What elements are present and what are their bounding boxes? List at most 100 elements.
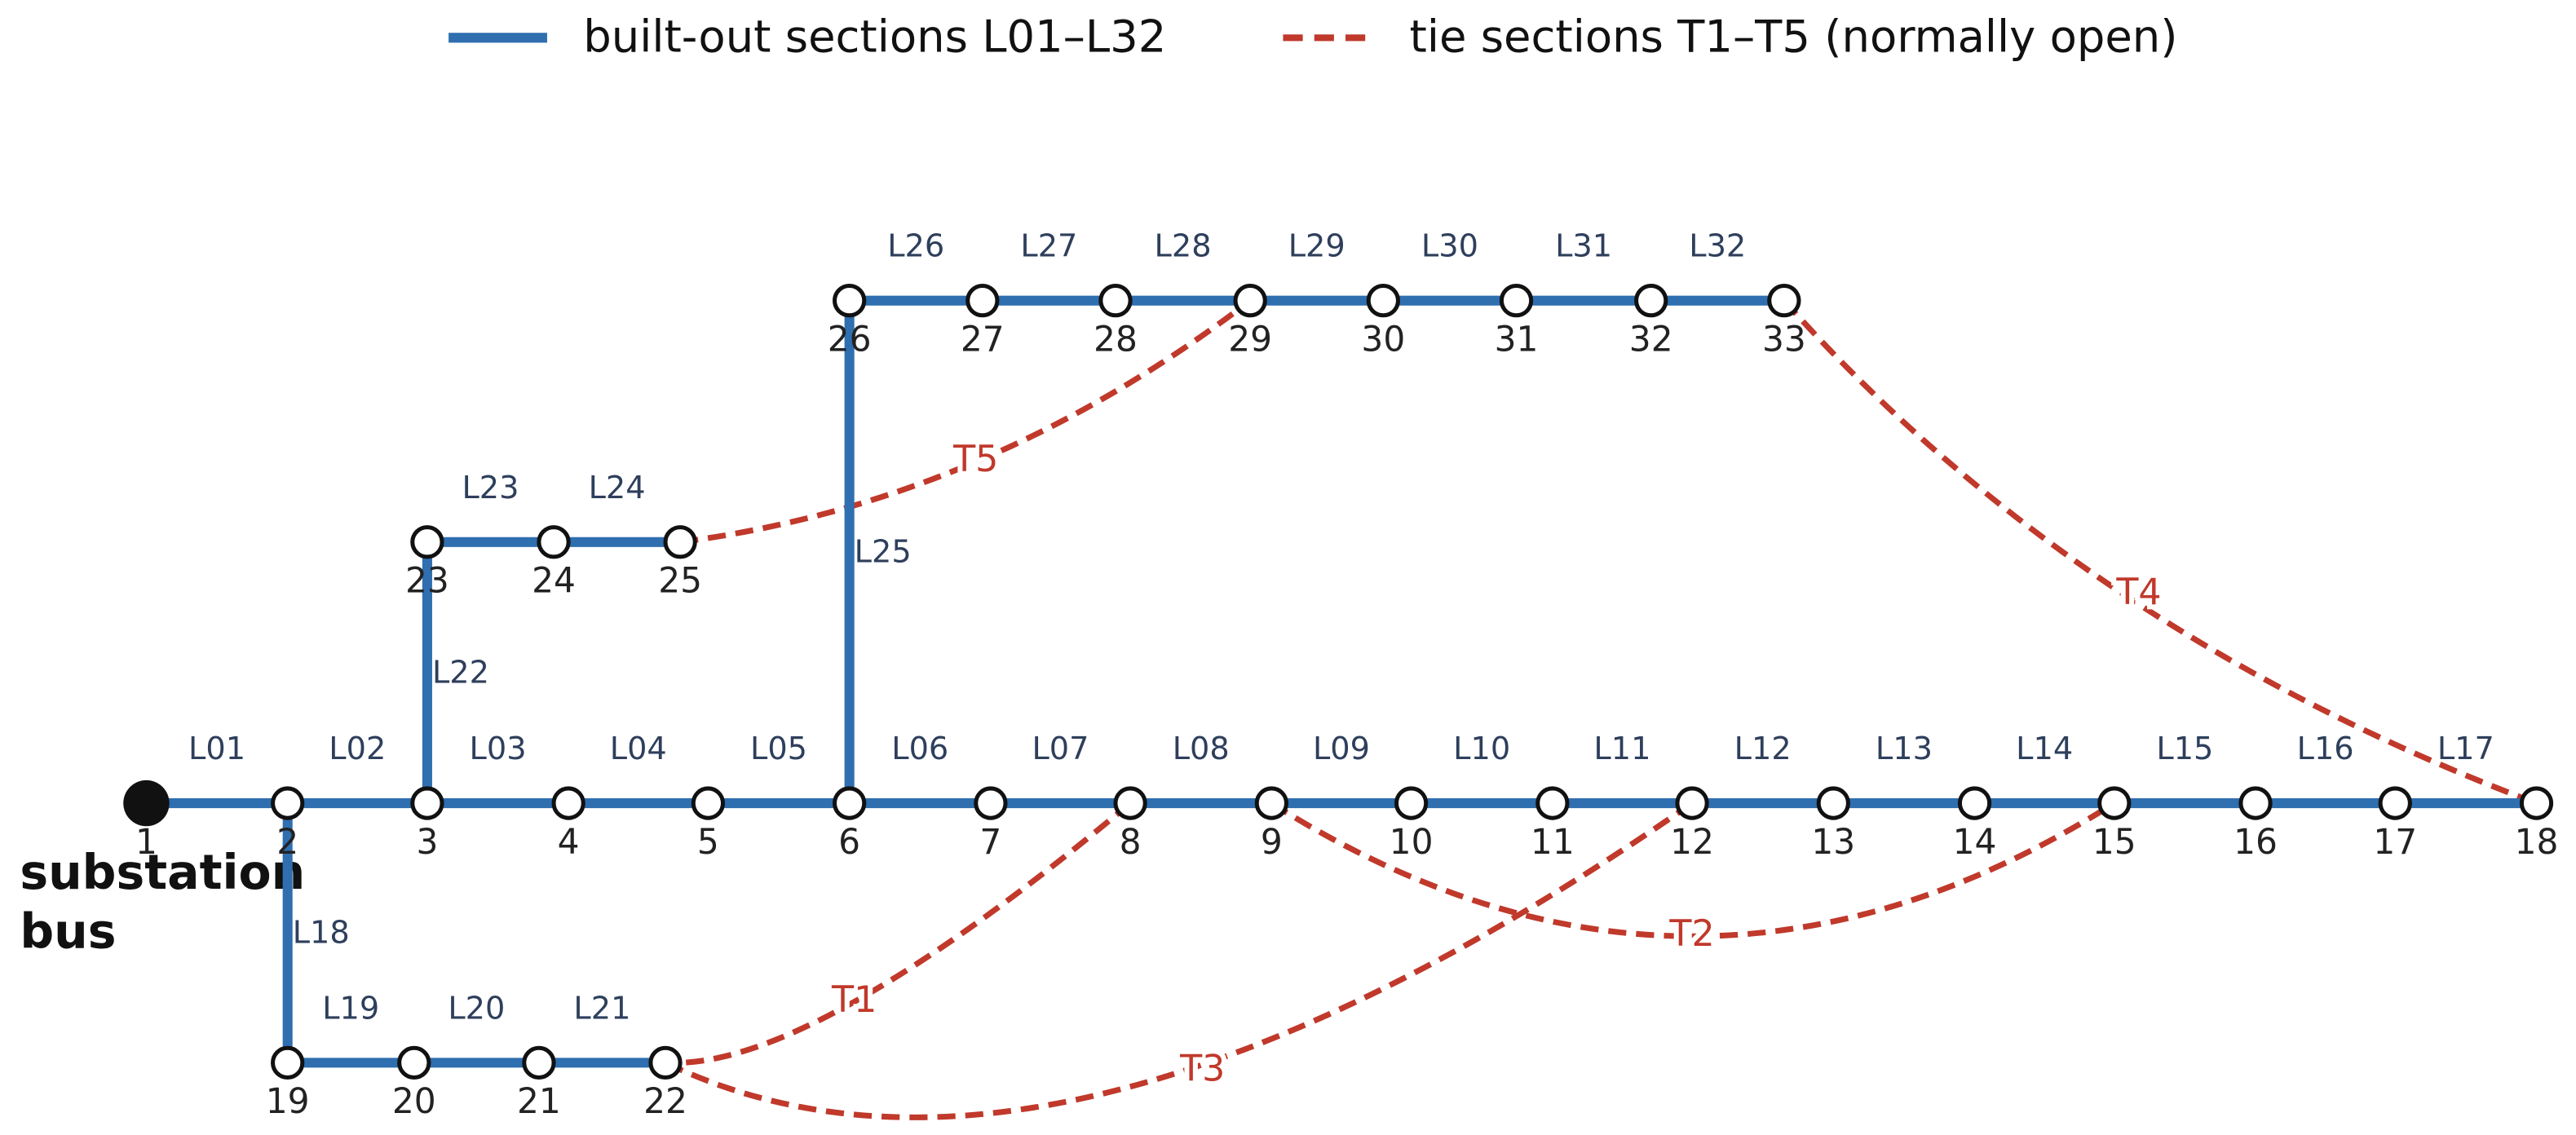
bus-node (1499, 284, 1534, 318)
node-label: 15 (2092, 822, 2136, 862)
section-label: L14 (2016, 731, 2073, 767)
tie-label: T4 (2115, 572, 2161, 613)
tie-line (665, 801, 1133, 1067)
section-label: L28 (1155, 228, 1212, 265)
section-label: L08 (1173, 731, 1230, 767)
substation-label: substation (20, 845, 305, 900)
node-label: 29 (1228, 320, 1272, 360)
section-label: L03 (470, 731, 527, 767)
bus-node (1767, 284, 1801, 318)
node-label: 27 (961, 320, 1005, 360)
node-label: 24 (532, 561, 576, 601)
section-label: L07 (1032, 731, 1089, 767)
bus-node (974, 786, 1008, 820)
section-label: L22 (432, 654, 489, 691)
bus-node (1233, 284, 1267, 318)
node-label: 8 (1120, 822, 1142, 862)
section-label: L13 (1876, 731, 1933, 767)
node-label: 17 (2373, 822, 2417, 862)
node-label: 21 (517, 1081, 561, 1121)
section-label: L19 (322, 990, 379, 1027)
section-label: L15 (2156, 731, 2213, 767)
section-label: L23 (462, 470, 519, 506)
section-label: L21 (573, 990, 630, 1027)
bus-node (1535, 786, 1570, 820)
legend-tie: tie sections T1–T5 (normally open) (1410, 11, 2178, 62)
node-label: 1 (135, 822, 157, 862)
bus-node (2519, 786, 2554, 820)
node-label: 2 (276, 822, 298, 862)
section-label: L31 (1555, 228, 1612, 265)
legend: built-out sections L01–L32 tie sections … (448, 11, 2178, 62)
tie-label: T5 (952, 439, 998, 480)
section-label: L29 (1288, 228, 1345, 265)
bus-node (522, 1045, 556, 1080)
bus-node (551, 786, 585, 820)
bus-node (1366, 284, 1400, 318)
section-label: L17 (2437, 731, 2494, 767)
section-label: L20 (448, 990, 505, 1027)
bus-node (271, 1045, 305, 1080)
node-label: 7 (979, 822, 1001, 862)
substation-label: bus (20, 903, 116, 959)
bus-node (1098, 284, 1133, 318)
bus-node (1254, 786, 1289, 820)
bus-node (397, 1045, 431, 1080)
section-label: L30 (1421, 228, 1478, 265)
node-label: 4 (558, 822, 580, 862)
bus-node (1957, 786, 1992, 820)
bus-node (271, 786, 305, 820)
tie-line (1782, 298, 2538, 806)
section-label: L01 (188, 731, 245, 767)
tie-line (1270, 801, 2116, 939)
node-label: 25 (658, 561, 702, 601)
bus-node (832, 786, 867, 820)
section-label: L06 (891, 731, 948, 767)
substation-node (123, 779, 170, 827)
section-label: L18 (293, 915, 350, 952)
node-label: 22 (643, 1081, 687, 1121)
bus-node (1113, 786, 1147, 820)
section-label: L05 (750, 731, 807, 767)
section-label: L27 (1020, 228, 1077, 265)
node-label: 5 (697, 822, 719, 862)
node-label: 31 (1495, 320, 1539, 360)
node-label: 10 (1390, 822, 1434, 862)
section-label: L24 (589, 470, 646, 506)
section-label: L16 (2297, 731, 2354, 767)
bus-node (537, 525, 571, 559)
node-label: 6 (838, 822, 860, 862)
bus-node (648, 1045, 683, 1080)
tie-line (664, 801, 1695, 1120)
node-label: 23 (405, 561, 449, 601)
node-label: 16 (2234, 822, 2278, 862)
bus-node (2238, 786, 2273, 820)
tie-line (679, 298, 1253, 545)
tie-label: T3 (1179, 1048, 1225, 1089)
bus-node (2097, 786, 2132, 820)
node-label: 26 (828, 320, 872, 360)
bus-node (663, 525, 697, 559)
node-label: 13 (1811, 822, 1855, 862)
bus-node (1816, 786, 1850, 820)
edge-layer: L01 L02 L03 L04 L05 L06 L07 L08 L09 L10 L11 L12 L13 L… (146, 228, 2537, 1068)
node-label: 9 (1261, 822, 1283, 862)
legend-built: built-out sections L01–L32 (583, 11, 1166, 62)
bus-node (410, 525, 444, 559)
tie-layer: T1 T2 T3 T4 T5 (664, 298, 2538, 1120)
bus-node (1394, 786, 1429, 820)
tie-label: T1 (831, 979, 877, 1021)
node-label: 14 (1953, 822, 1997, 862)
bus-node (1675, 786, 1709, 820)
section-label: L11 (1593, 731, 1650, 767)
section-label: L26 (887, 228, 944, 265)
bus-node (965, 284, 1000, 318)
section-label: L10 (1453, 731, 1510, 767)
node-label: 30 (1361, 320, 1405, 360)
bus-node (410, 786, 444, 820)
node-label: 33 (1762, 320, 1806, 360)
node-label: 11 (1531, 822, 1575, 862)
